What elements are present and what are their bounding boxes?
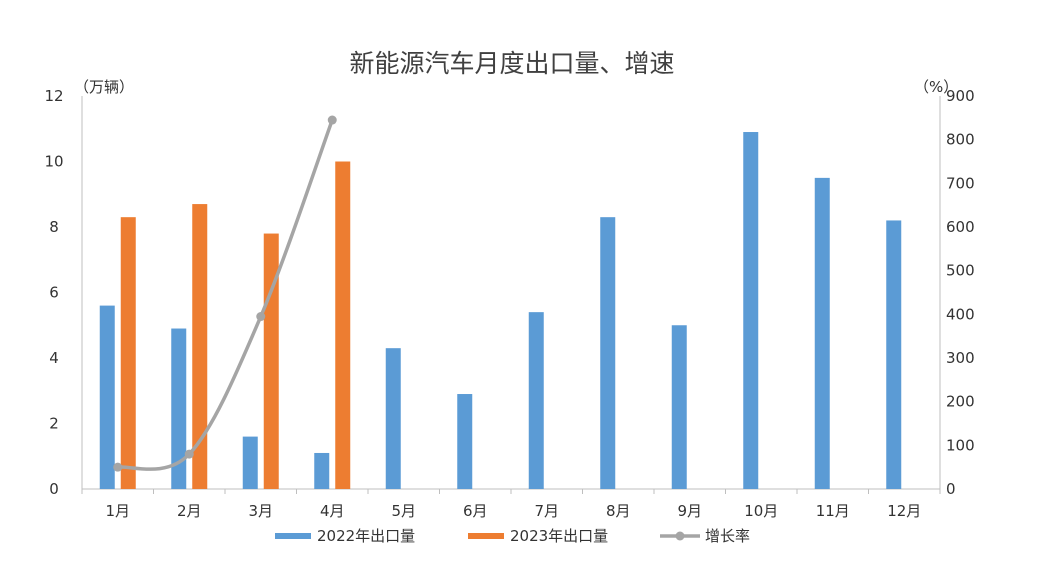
x-tick-label: 3月 [248, 502, 273, 520]
x-tick-label: 11月 [816, 502, 850, 520]
legend-2022-swatch [275, 533, 311, 539]
x-tick-label: 10月 [744, 502, 778, 520]
y2-tick-label: 300 [946, 349, 975, 367]
x-tick-label: 12月 [887, 502, 921, 520]
bar-2022-9 [671, 325, 687, 489]
legend-2023-label: 2023年出口量 [510, 527, 608, 545]
x-tick-label: 7月 [534, 502, 559, 520]
y2-tick-label: 100 [946, 436, 975, 454]
growth-rate-point-4 [327, 115, 337, 125]
y2-tick-label: 600 [946, 218, 975, 236]
left-axis-unit: （万辆） [74, 78, 134, 96]
legend-growth-rate-marker [675, 531, 685, 541]
y-tick-label: 8 [49, 218, 59, 236]
bar-2023-4 [335, 161, 351, 489]
x-tick-label: 1月 [105, 502, 130, 520]
legend-2022-label: 2022年出口量 [317, 527, 415, 545]
y2-tick-label: 0 [946, 480, 956, 498]
growth-rate-point-2 [184, 449, 194, 459]
y2-tick-label: 700 [946, 174, 975, 192]
y2-tick-label: 900 [946, 87, 975, 105]
x-tick-label: 8月 [606, 502, 631, 520]
bar-2022-11 [814, 177, 830, 489]
growth-rate-line [117, 119, 334, 471]
bar-2022-5 [385, 348, 401, 489]
x-tick-label: 4月 [320, 502, 345, 520]
x-tick-label: 5月 [391, 502, 416, 520]
x-tick-label: 2月 [177, 502, 202, 520]
bar-2023-1 [120, 217, 136, 490]
bar-2022-8 [600, 217, 616, 490]
x-tick-label: 6月 [463, 502, 488, 520]
y2-tick-label: 800 [946, 131, 975, 149]
y2-tick-label: 500 [946, 262, 975, 280]
y-tick-label: 6 [49, 284, 59, 302]
y2-tick-label: 400 [946, 305, 975, 323]
growth-rate-point-1 [113, 462, 123, 472]
bar-2023-2 [192, 204, 208, 489]
bar-2022-7 [528, 312, 544, 489]
y-tick-label: 12 [44, 87, 63, 105]
x-tick-label: 9月 [677, 502, 702, 520]
legend-2023-swatch [468, 533, 504, 539]
y-tick-label: 10 [44, 153, 63, 171]
growth-rate-point-3 [256, 312, 266, 322]
bar-2022-10 [743, 132, 759, 489]
chart-title: 新能源汽车月度出口量、增速 [349, 49, 674, 78]
legend-growth-rate-label: 增长率 [705, 527, 750, 545]
bar-2022-12 [886, 220, 902, 489]
y-tick-label: 0 [49, 480, 59, 498]
legend: 2022年出口量 2023年出口量 增长率 [275, 527, 750, 545]
plot-area: 0 2 4 6 8 10 12 0 100 200 300 400 500 600 700 800 900 1月 2… [44, 87, 974, 520]
bar-2022-3 [242, 436, 258, 489]
y2-tick-label: 200 [946, 393, 975, 411]
bar-2022-1 [99, 305, 115, 489]
right-axis-unit: （%） [914, 78, 958, 96]
bar-2022-2 [171, 328, 187, 489]
bar-2022-6 [457, 394, 473, 489]
bar-2022-4 [314, 452, 330, 489]
y-tick-label: 4 [49, 349, 59, 367]
y-tick-label: 2 [49, 415, 59, 433]
